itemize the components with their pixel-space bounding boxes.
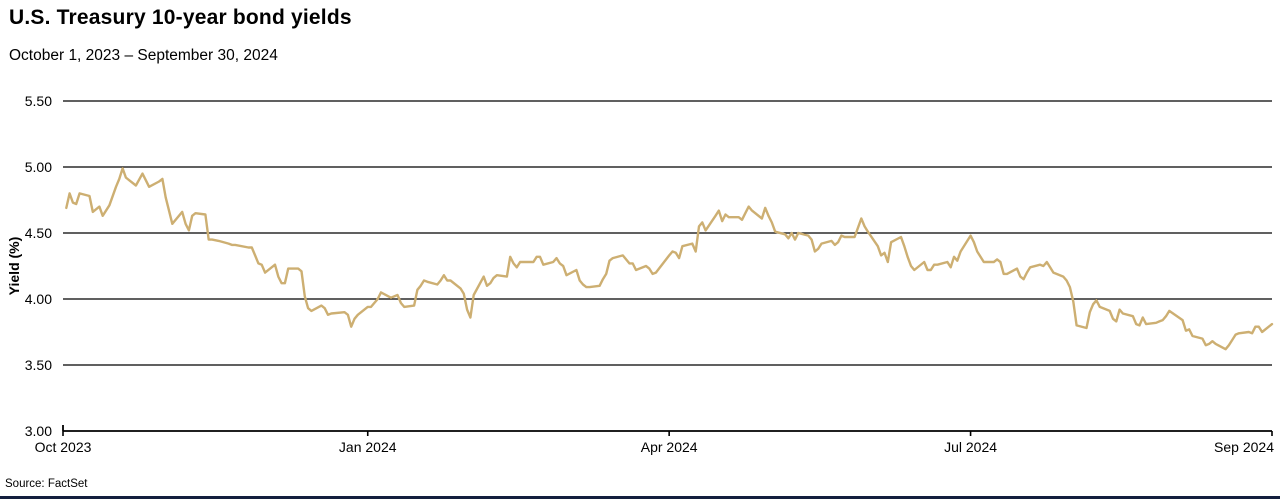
bottom-accent-bar [0,496,1280,499]
y-tick-label: 4.00 [25,291,52,307]
source-note: Source: FactSet [5,478,88,490]
y-axis-title: Yield (%) [6,236,22,296]
y-tick-label: 5.50 [25,93,52,109]
y-tick-label: 3.50 [25,357,52,373]
chart-subtitle: October 1, 2023 – September 30, 2024 [9,47,278,64]
y-tick-label: 3.00 [25,423,52,439]
x-tick-label: Jul 2024 [944,439,997,455]
x-tick-label: Oct 2023 [35,439,92,455]
x-tick-label: Sep 2024 [1214,439,1274,455]
y-tick-label: 5.00 [25,159,52,175]
x-tick-label: Jan 2024 [339,439,397,455]
x-tick-label: Apr 2024 [641,439,698,455]
yield-line-series [65,167,1274,351]
y-tick-label: 4.50 [25,225,52,241]
chart-title: U.S. Treasury 10-year bond yields [9,6,352,29]
